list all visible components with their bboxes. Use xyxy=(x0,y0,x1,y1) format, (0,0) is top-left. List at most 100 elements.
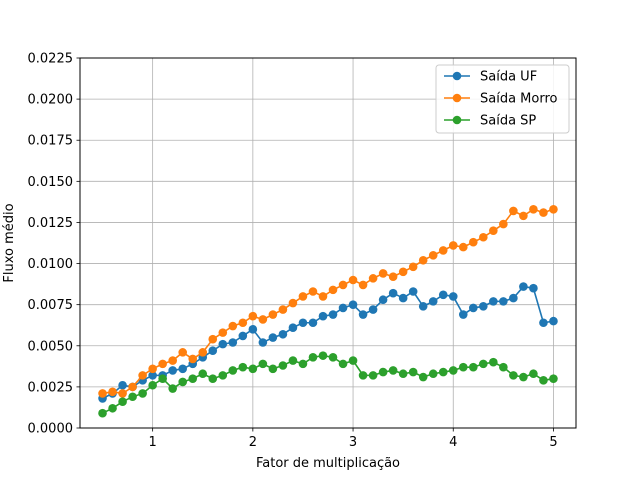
legend-marker xyxy=(452,93,462,103)
series-line xyxy=(102,285,554,400)
data-point xyxy=(549,374,558,383)
x-tick-label: 4 xyxy=(449,435,457,450)
data-point xyxy=(278,329,288,339)
x-tick-label: 5 xyxy=(549,435,557,450)
y-tick-label: 0.0100 xyxy=(28,257,74,272)
data-point xyxy=(328,285,338,295)
data-point xyxy=(499,297,508,306)
data-point xyxy=(268,333,278,342)
data-point xyxy=(529,204,538,214)
data-point xyxy=(138,389,147,398)
y-tick-label: 0.0075 xyxy=(28,298,74,313)
data-point xyxy=(108,403,117,413)
data-point xyxy=(448,292,458,301)
data-point xyxy=(438,290,448,300)
y-tick-label: 0.0150 xyxy=(28,175,74,190)
data-point xyxy=(328,310,338,319)
data-point xyxy=(228,321,238,331)
legend-entry: Saída SP xyxy=(444,114,536,129)
data-point xyxy=(348,275,358,285)
data-point xyxy=(378,295,388,305)
data-point xyxy=(378,367,388,377)
data-point xyxy=(549,316,558,326)
data-point xyxy=(238,362,248,372)
data-point xyxy=(298,318,308,328)
data-point xyxy=(539,318,548,328)
data-point xyxy=(288,323,298,332)
series-line xyxy=(102,208,554,395)
data-point xyxy=(338,359,348,369)
data-point xyxy=(468,303,478,313)
data-point xyxy=(519,282,528,291)
data-point xyxy=(519,372,528,382)
data-point xyxy=(278,305,288,314)
data-point xyxy=(509,371,518,380)
data-point xyxy=(238,318,248,328)
data-point xyxy=(398,293,408,303)
data-point xyxy=(378,269,388,278)
data-point xyxy=(218,328,228,337)
data-point xyxy=(188,354,198,364)
data-point xyxy=(168,384,177,393)
data-point xyxy=(509,206,518,216)
data-point xyxy=(328,352,338,362)
data-point xyxy=(368,274,378,283)
series-line xyxy=(102,354,554,414)
data-point xyxy=(168,366,177,375)
data-point xyxy=(358,371,368,380)
data-point xyxy=(358,280,368,290)
y-tick-label: 0.0175 xyxy=(28,134,74,149)
series-2 xyxy=(98,351,558,418)
data-point xyxy=(408,287,418,296)
x-tick-label: 2 xyxy=(249,435,257,450)
data-point xyxy=(248,311,258,321)
data-point xyxy=(318,292,328,301)
data-point xyxy=(248,364,258,374)
y-tick-label: 0.0000 xyxy=(28,422,74,437)
data-point xyxy=(509,293,518,303)
x-tick-label: 1 xyxy=(149,435,157,450)
data-point xyxy=(438,246,448,255)
data-point xyxy=(428,297,438,306)
data-point xyxy=(408,262,418,272)
data-point xyxy=(268,364,278,374)
series-1 xyxy=(98,204,558,398)
data-point xyxy=(388,272,398,282)
legend: Saída UF Saída Morro Saída SP xyxy=(435,64,570,134)
y-tick-label: 0.0200 xyxy=(28,93,74,108)
data-point xyxy=(519,211,528,221)
data-point xyxy=(358,310,368,319)
data-point xyxy=(118,397,127,406)
data-point xyxy=(529,369,538,379)
data-point xyxy=(338,280,348,290)
y-tick-label: 0.0025 xyxy=(28,380,74,395)
data-point xyxy=(148,371,157,380)
data-point xyxy=(248,325,258,334)
data-point xyxy=(479,232,488,242)
data-point xyxy=(218,339,228,349)
data-point xyxy=(549,204,558,214)
data-point xyxy=(348,356,358,365)
data-point xyxy=(158,359,167,369)
data-point xyxy=(288,356,298,365)
data-point xyxy=(268,310,278,319)
data-point xyxy=(258,359,268,369)
data-point xyxy=(418,302,428,311)
data-point xyxy=(208,334,218,344)
data-point xyxy=(158,374,167,383)
data-point xyxy=(418,372,428,382)
legend-marker xyxy=(452,115,462,125)
data-point xyxy=(398,369,408,379)
data-point xyxy=(388,288,398,298)
legend-label: Saída Morro xyxy=(480,92,558,107)
data-point xyxy=(499,219,508,229)
legend-entry: Saída UF xyxy=(444,70,537,85)
data-point xyxy=(479,359,488,369)
data-point xyxy=(98,389,107,398)
y-tick-label: 0.0125 xyxy=(28,216,74,231)
data-point xyxy=(258,338,268,347)
data-point xyxy=(318,311,328,321)
data-point xyxy=(168,356,177,365)
y-tick-label: 0.0050 xyxy=(28,339,74,354)
